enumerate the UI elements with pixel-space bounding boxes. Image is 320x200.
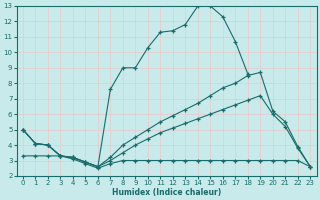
X-axis label: Humidex (Indice chaleur): Humidex (Indice chaleur) (112, 188, 221, 197)
